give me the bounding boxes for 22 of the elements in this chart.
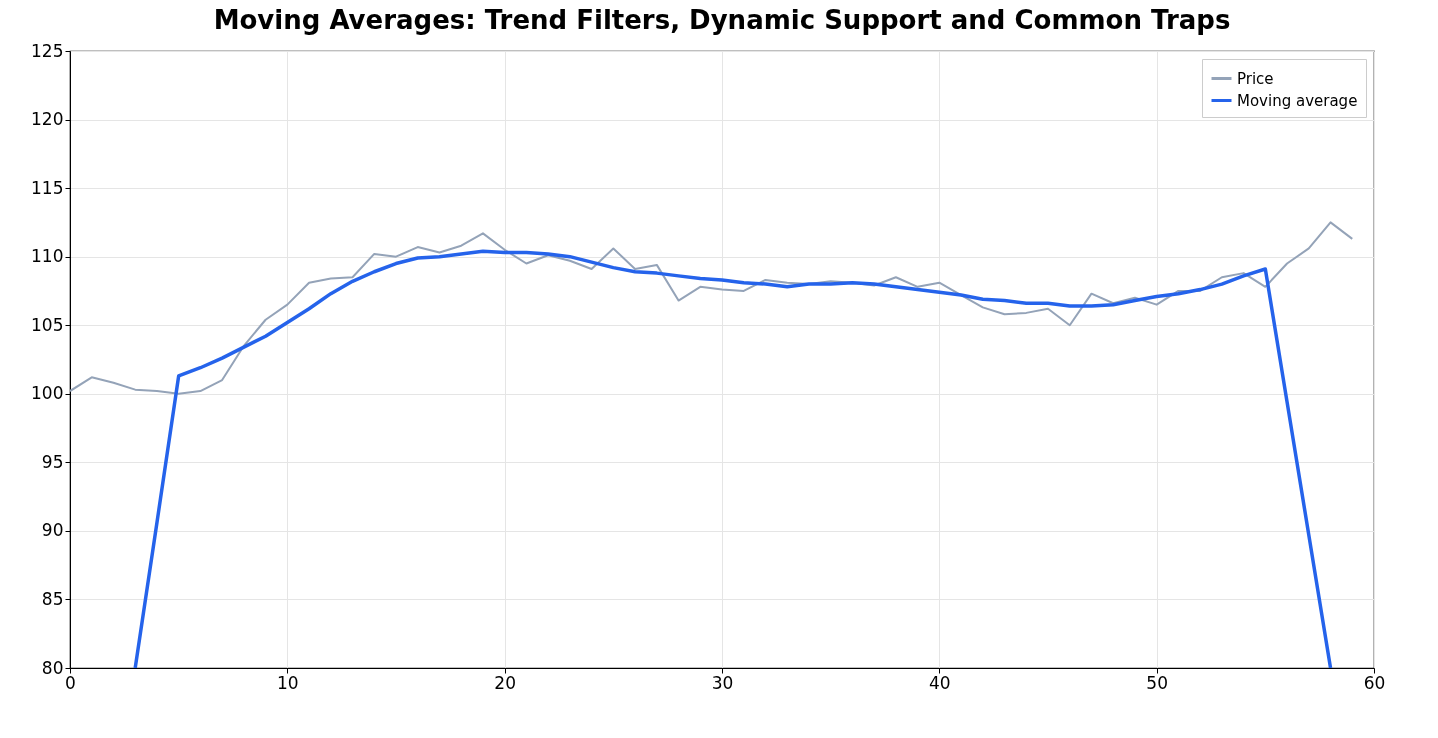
legend-label: Price bbox=[1237, 69, 1274, 88]
y-tick-label: 80 bbox=[41, 657, 64, 678]
legend-label: Moving average bbox=[1237, 91, 1358, 110]
x-tick-label: 30 bbox=[711, 672, 734, 693]
y-tick-label: 110 bbox=[31, 246, 64, 267]
y-tick-label: 105 bbox=[31, 314, 64, 335]
y-tick-label: 85 bbox=[41, 588, 64, 609]
chart-title: Moving Averages: Trend Filters, Dynamic Support and Common Traps bbox=[213, 5, 1231, 35]
y-tick-label: 95 bbox=[41, 451, 64, 472]
x-tick-label: 40 bbox=[929, 672, 951, 693]
line-series bbox=[70, 221, 1354, 395]
line-series bbox=[133, 249, 1333, 668]
x-tick-label: 10 bbox=[277, 672, 299, 693]
y-tick-label: 100 bbox=[31, 383, 64, 404]
y-tick-label: 120 bbox=[31, 109, 64, 130]
x-tick-label: 60 bbox=[1363, 672, 1386, 693]
x-tick-label: 0 bbox=[65, 672, 76, 693]
y-tick-label: 90 bbox=[41, 520, 64, 541]
y-tick-label: 125 bbox=[31, 40, 64, 61]
y-tick-label: 115 bbox=[31, 177, 64, 198]
x-tick-label: 50 bbox=[1146, 672, 1168, 693]
x-tick-label: 20 bbox=[494, 672, 516, 693]
